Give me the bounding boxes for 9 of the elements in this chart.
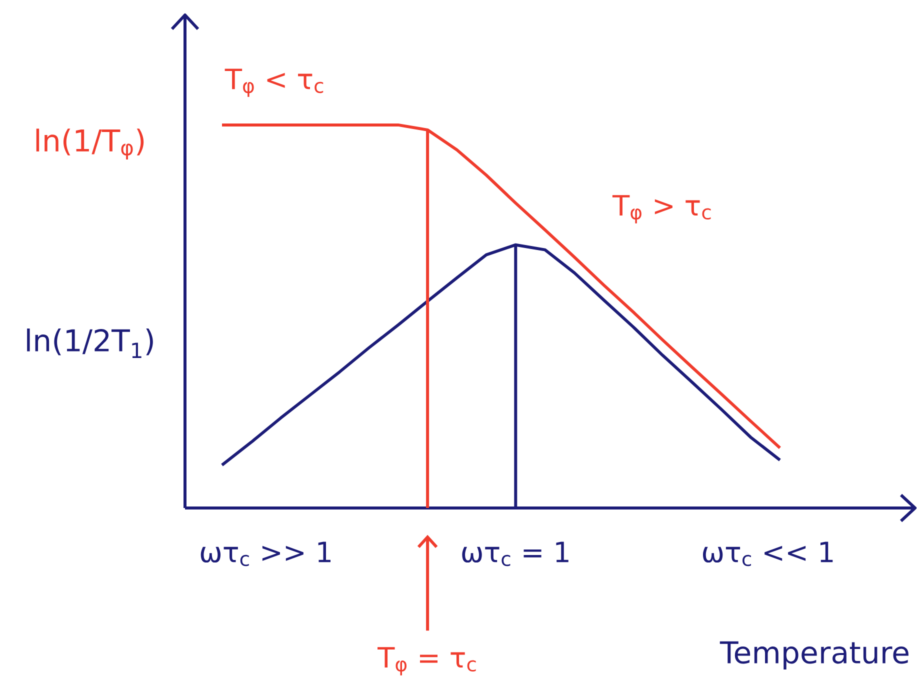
text: ωτ$_{c}$ << 1 — [702, 542, 833, 566]
text: ln(1/2T$_{1}$) — [27, 328, 153, 358]
text: T$_{φ}$ < τ$_{c}$ — [224, 68, 324, 97]
text: ωτ$_{c}$ >> 1 — [200, 542, 331, 566]
annotation: T$_{φ}$ > τ$_{c}$ — [612, 195, 711, 224]
text: T$_{φ}$ = τ$_{c}$ — [378, 647, 476, 676]
text: ωτ$_{c}$ = 1 — [462, 542, 568, 566]
x-axis-title: Temperature — [720, 641, 908, 670]
text: ln(1/T$_{φ}$) — [36, 128, 144, 160]
